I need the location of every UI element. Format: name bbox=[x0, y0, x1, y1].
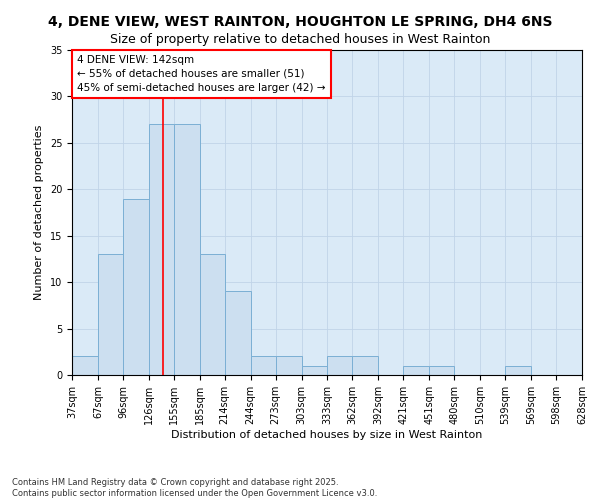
Y-axis label: Number of detached properties: Number of detached properties bbox=[34, 125, 44, 300]
Bar bbox=[275, 356, 302, 375]
Text: Size of property relative to detached houses in West Rainton: Size of property relative to detached ho… bbox=[110, 32, 490, 46]
Bar bbox=[328, 356, 352, 375]
Text: 4 DENE VIEW: 142sqm
← 55% of detached houses are smaller (51)
45% of semi-detach: 4 DENE VIEW: 142sqm ← 55% of detached ho… bbox=[77, 55, 326, 93]
Bar bbox=[302, 366, 328, 375]
Bar bbox=[429, 366, 454, 375]
Bar bbox=[200, 254, 225, 375]
X-axis label: Distribution of detached houses by size in West Rainton: Distribution of detached houses by size … bbox=[172, 430, 482, 440]
Bar bbox=[98, 254, 123, 375]
Bar bbox=[352, 356, 379, 375]
Bar bbox=[123, 198, 149, 375]
Bar bbox=[251, 356, 275, 375]
Text: Contains HM Land Registry data © Crown copyright and database right 2025.
Contai: Contains HM Land Registry data © Crown c… bbox=[12, 478, 377, 498]
Bar bbox=[72, 356, 98, 375]
Bar bbox=[505, 366, 531, 375]
Bar bbox=[582, 366, 600, 375]
Bar bbox=[174, 124, 200, 375]
Bar bbox=[225, 292, 251, 375]
Text: 4, DENE VIEW, WEST RAINTON, HOUGHTON LE SPRING, DH4 6NS: 4, DENE VIEW, WEST RAINTON, HOUGHTON LE … bbox=[48, 15, 552, 29]
Bar bbox=[403, 366, 429, 375]
Bar bbox=[149, 124, 174, 375]
